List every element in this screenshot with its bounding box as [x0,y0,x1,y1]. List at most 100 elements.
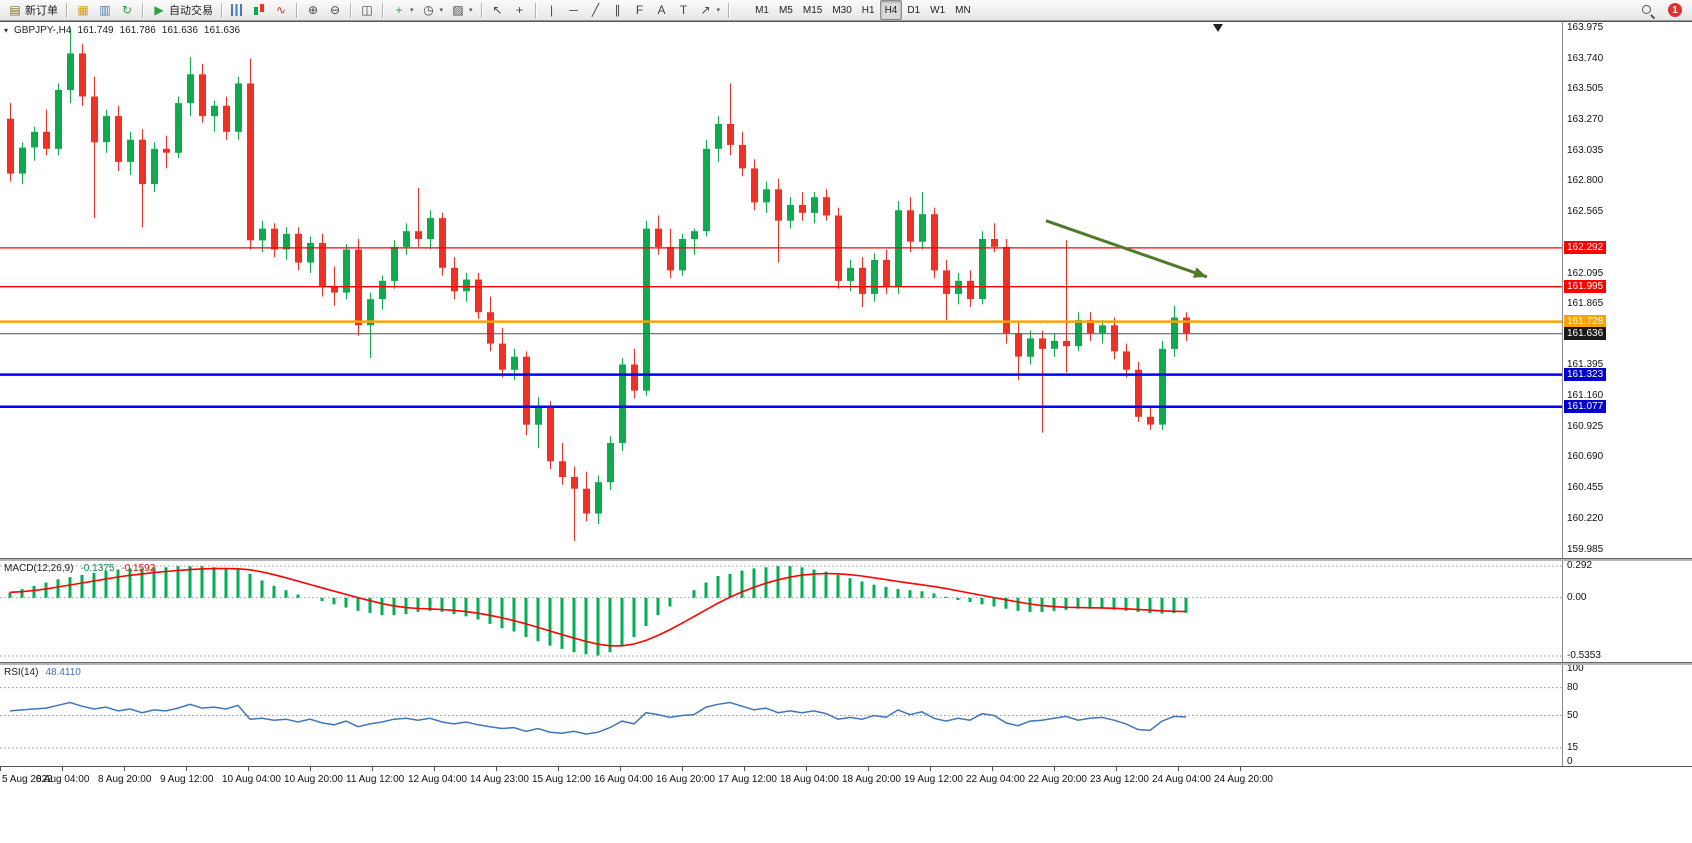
time-label: 24 Aug 04:00 [1152,774,1211,785]
tf-m15-button[interactable]: M15 [798,0,827,20]
tf-m5-button[interactable]: M5 [774,0,798,20]
data-window-icon: ▥ [99,3,111,17]
market-watch-button[interactable]: ▦ [72,0,94,20]
chart-quote-line: ▾ GBPJPY-,H4 161.749 161.786 161.636 161… [4,25,240,36]
candle-body [991,239,998,247]
tile-windows-button[interactable]: ◫ [356,0,378,20]
tf-m30-button[interactable]: M30 [827,0,856,20]
toolbar-right: 1 [1636,0,1688,20]
candle-body [1099,325,1106,334]
candle-body [259,228,266,241]
tf-h4-button[interactable]: H4 [879,0,903,20]
tf-m1-button[interactable]: M1 [750,0,774,20]
market-watch-icon: ▦ [77,3,89,17]
templates-button[interactable]: ▨ ▾ [447,0,477,20]
indicators-button[interactable]: + ▾ [388,0,418,20]
time-tick [124,767,125,771]
macd-signal-value: -0.1592 [121,563,156,574]
candle-body [331,286,338,293]
notifications-badge[interactable]: 1 [1668,3,1682,17]
dropdown-caret-icon[interactable]: ▾ [716,7,721,14]
toolbar-groups: ▤ 新订单 ▦ ▥ ↻ ▶ 自动交易 ∿ ⊕ ⊖ ◫ + ▾ ◷ ▾ ▨ ▾ ↖ + | ─ ╱ ∥ F A T ↗ ▾ M1 M5 M15… [4,0,976,20]
cursor-button[interactable]: ↖ [487,0,509,20]
candle-body [607,443,614,483]
arrows-button[interactable]: ↗ ▾ [695,0,725,20]
candle-body [703,148,710,232]
text-label-button[interactable]: T [673,0,695,20]
data-window-button[interactable]: ▥ [94,0,116,20]
candle-body [343,249,350,293]
candle-body [187,74,194,104]
equidistant-channel-button[interactable]: ∥ [607,0,629,20]
tf-h1-button[interactable]: H1 [857,0,880,20]
price-axis[interactable]: 163.975 163.740 163.505 163.270 163.035 162.8… [1563,22,1691,558]
dropdown-caret-icon[interactable]: ▾ [439,7,444,14]
macd-signal-line [9,567,1187,647]
panel-separator[interactable] [0,662,1692,665]
tf-d1-button[interactable]: D1 [902,0,925,20]
candle-body [571,476,578,489]
zoom-in-button[interactable]: ⊕ [302,0,324,20]
candle-body [667,246,674,271]
trendline-button[interactable]: ╱ [585,0,607,20]
horizontal-line-button[interactable]: ─ [563,0,585,20]
text-button[interactable]: A [651,0,673,20]
axis-border [1562,22,1563,558]
line-chart-button[interactable]: ∿ [270,0,292,20]
candle-body [523,356,530,425]
price-chart-canvas[interactable] [0,22,1562,558]
autotrading-button[interactable]: ▶ 自动交易 [148,0,217,20]
candle-body [1183,317,1190,334]
chart-shift-marker[interactable] [1213,24,1223,32]
dropdown-caret-icon[interactable]: ▾ [410,7,414,14]
tf-h4-button-label: H4 [884,4,898,16]
candle-body [451,267,458,292]
crosshair-button[interactable]: + [509,0,531,20]
vertical-line-button[interactable]: | [541,0,563,20]
time-label: 17 Aug 12:00 [718,774,777,785]
rsi-tick: 100 [1567,665,1584,674]
time-tick [496,767,497,771]
zoom-out-button[interactable]: ⊖ [324,0,346,20]
time-axis[interactable]: 5 Aug 2022 8 Aug 04:00 8 Aug 20:00 9 Aug 12… [0,766,1692,789]
time-label: 22 Aug 20:00 [1028,774,1087,785]
tf-mn-button[interactable]: MN [950,0,976,20]
candle-body [1027,338,1034,357]
time-label: 14 Aug 23:00 [470,774,529,785]
bar-chart-button[interactable] [227,0,248,20]
tf-w1-button[interactable]: W1 [925,0,950,20]
rsi-label: RSI(14) [4,667,39,678]
rsi-panel[interactable]: 100 80 50 15 0 RSI(14) 48.4110 [0,665,1692,766]
candle-body [619,364,626,443]
candle-body [547,406,554,462]
new-order-button[interactable]: ▤ 新订单 [4,0,62,20]
macd-panel[interactable]: 0.292 0.00 -0.5353 MACD(12,26,9) -0.1375 -… [0,561,1692,662]
tf-m1-button-label: M1 [755,4,769,16]
candle-body [139,139,146,185]
autotrading-button-label: 自动交易 [169,5,213,17]
tf-m30-button-label: M30 [832,4,852,16]
fibonacci-button[interactable]: F [629,0,651,20]
new-order-icon: ▤ [9,3,21,17]
trend-arrow[interactable] [1045,219,1208,279]
collapse-icon[interactable]: ▾ [4,26,9,35]
time-label: 24 Aug 20:00 [1214,774,1273,785]
zoom-out-icon: ⊖ [329,3,341,17]
time-tick [186,767,187,771]
panel-separator[interactable] [0,558,1692,561]
dropdown-caret-icon[interactable]: ▾ [469,7,473,14]
periods-button[interactable]: ◷ ▾ [418,0,448,20]
price-tag-161.995: 161.995 [1564,279,1607,293]
tf-d1-button-label: D1 [907,4,921,16]
search-button[interactable] [1636,0,1659,20]
price-chart-panel[interactable]: 163.975 163.740 163.505 163.270 163.035 162.8… [0,21,1692,558]
candle-body [475,279,482,313]
tf-m5-button-label: M5 [778,4,793,16]
chart-region: 163.975 163.740 163.505 163.270 163.035 162.8… [0,21,1692,789]
candlestick-chart-button[interactable] [248,0,270,20]
candle-body [1123,351,1130,370]
time-tick [868,767,869,771]
candle-body [439,218,446,268]
rsi-line [9,701,1187,735]
refresh-button[interactable]: ↻ [116,0,138,20]
